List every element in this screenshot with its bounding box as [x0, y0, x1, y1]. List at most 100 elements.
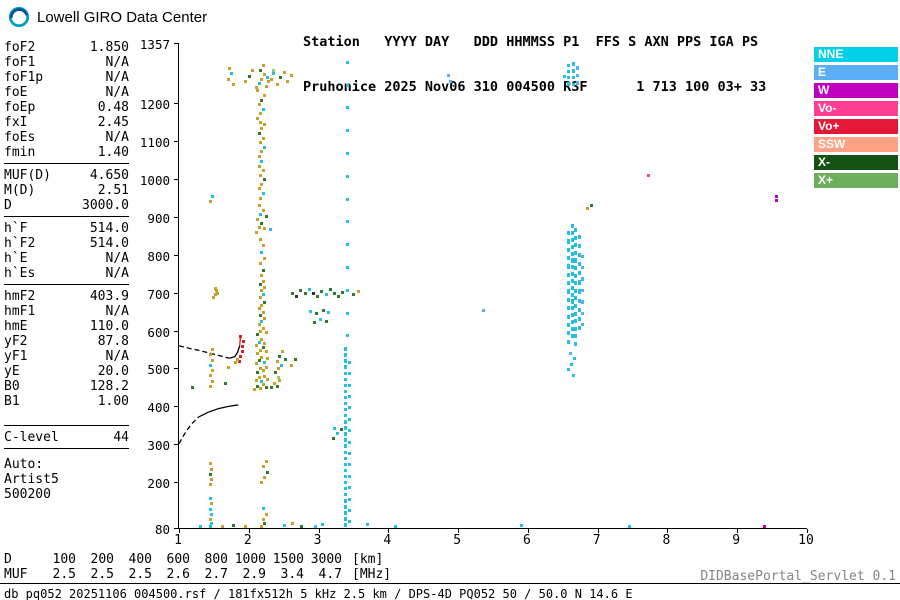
- echo-point: [210, 348, 214, 352]
- parameter-row: yF2 87.8: [4, 334, 129, 349]
- echo-point: [352, 293, 356, 297]
- echo-streak: [574, 303, 578, 309]
- echo-point: [264, 365, 268, 369]
- echo-point: [209, 200, 213, 204]
- echo-point: [265, 378, 269, 382]
- echo-point: [279, 75, 283, 79]
- parameter-value: 2.51: [97, 183, 129, 198]
- echo-streak: [570, 278, 574, 284]
- echo-streak: [344, 383, 348, 388]
- parameter-panel: foF2 1.850 foF1 N/A foF1p N/A foE N/A foEp 0.48 fx…: [4, 40, 129, 502]
- parameter-row: foEs N/A: [4, 130, 129, 145]
- echo-point: [208, 473, 212, 477]
- parameter-group: foF2 1.850 foF1 N/A foF1p N/A foE N/A foEp 0.48 fx…: [4, 40, 129, 164]
- muf-distance-table: D 100 200 400 600 800 1000 1500 3000 [km] MUF 2.5 2…: [4, 552, 391, 582]
- echo-point: [209, 374, 213, 378]
- echo-streak: [570, 224, 574, 229]
- echo-point: [261, 507, 265, 511]
- muf-value: 2.6: [166, 567, 190, 582]
- echo-streak: [574, 334, 578, 339]
- echo-point: [226, 365, 230, 369]
- echo-point: [337, 295, 341, 299]
- muf-value: 3.4: [280, 567, 304, 582]
- parameter-label: fmin: [4, 145, 36, 160]
- echo-streak: [577, 271, 581, 276]
- echo-streak: [344, 365, 348, 369]
- x-axis-tick: [388, 529, 390, 533]
- echo-point: [589, 203, 593, 207]
- echo-point: [208, 507, 212, 511]
- parameter-group: C-level 44: [4, 430, 129, 449]
- echo-point: [264, 385, 268, 389]
- echo-point: [321, 308, 325, 312]
- echo-streak: [348, 395, 352, 399]
- echo-point: [210, 379, 214, 383]
- echo-point: [320, 290, 324, 293]
- echo-point: [572, 356, 576, 360]
- echo-point: [289, 74, 293, 78]
- echo-point: [314, 312, 318, 316]
- distance-value: 800: [204, 552, 228, 567]
- echo-streak: [581, 265, 585, 270]
- echo-point: [244, 525, 248, 529]
- parameter-label: h`Es: [4, 266, 36, 281]
- parameter-label: h`F2: [4, 236, 36, 251]
- legend-item-vo: Vo+: [814, 119, 898, 134]
- parameter-value: 2.45: [97, 115, 129, 130]
- echo-point: [208, 483, 212, 487]
- echo-streak: [581, 322, 585, 327]
- y-axis-tick: [174, 528, 179, 529]
- echo-point: [213, 292, 217, 296]
- echo-streak: [581, 277, 585, 281]
- echo-point: [261, 382, 265, 386]
- echo-streak: [344, 426, 348, 430]
- echo-streak: [570, 299, 574, 304]
- echo-streak: [348, 474, 352, 478]
- echo-point: [257, 375, 261, 379]
- echo-point: [295, 294, 299, 298]
- echo-streak: [344, 486, 348, 491]
- parameter-group: h`F 514.0 h`F2 514.0 h`E N/A h`Es N/A: [4, 221, 129, 285]
- parameter-label: MUF(D): [4, 168, 51, 183]
- x-axis-tick-label: 8: [662, 533, 671, 548]
- echo-point: [264, 460, 268, 464]
- echo-point: [210, 522, 214, 526]
- echo-point: [281, 350, 285, 354]
- parameter-row: fmin 1.40: [4, 145, 129, 160]
- echo-streak: [346, 197, 350, 201]
- echo-point: [563, 75, 567, 79]
- echo-streak: [344, 432, 348, 436]
- echo-point: [254, 361, 258, 365]
- echo-streak: [346, 311, 350, 315]
- echo-point: [210, 512, 214, 516]
- echo-point: [332, 292, 336, 296]
- echo-point: [238, 359, 241, 363]
- echo-streak: [344, 462, 348, 467]
- muf-value: 2.7: [204, 567, 228, 582]
- echo-streak: [344, 359, 348, 363]
- parameter-value: N/A: [105, 304, 129, 319]
- echo-streak: [574, 319, 578, 324]
- echo-streak: [348, 440, 352, 444]
- echo-point: [258, 112, 262, 116]
- parameter-value: N/A: [105, 70, 129, 85]
- echo-streak: [344, 474, 348, 479]
- echo-point: [198, 524, 202, 528]
- echo-point: [282, 71, 286, 75]
- echo-point: [209, 364, 213, 368]
- x-axis-tick-label: 2: [243, 533, 252, 548]
- echo-point: [208, 462, 212, 466]
- echo-point: [209, 353, 213, 357]
- echo-point: [260, 525, 264, 529]
- echo-point: [307, 287, 311, 291]
- echo-point: [258, 387, 262, 391]
- parameter-row: foF1 N/A: [4, 55, 129, 70]
- echo-point: [257, 154, 261, 158]
- x-axis-tick: [737, 529, 739, 533]
- echo-point: [272, 72, 276, 75]
- y-axis-tick: [174, 406, 179, 408]
- parameter-row: B1 1.00: [4, 394, 129, 409]
- echo-point: [446, 74, 450, 78]
- echo-point: [264, 350, 268, 353]
- y-axis-tick-label: 1000: [139, 172, 170, 188]
